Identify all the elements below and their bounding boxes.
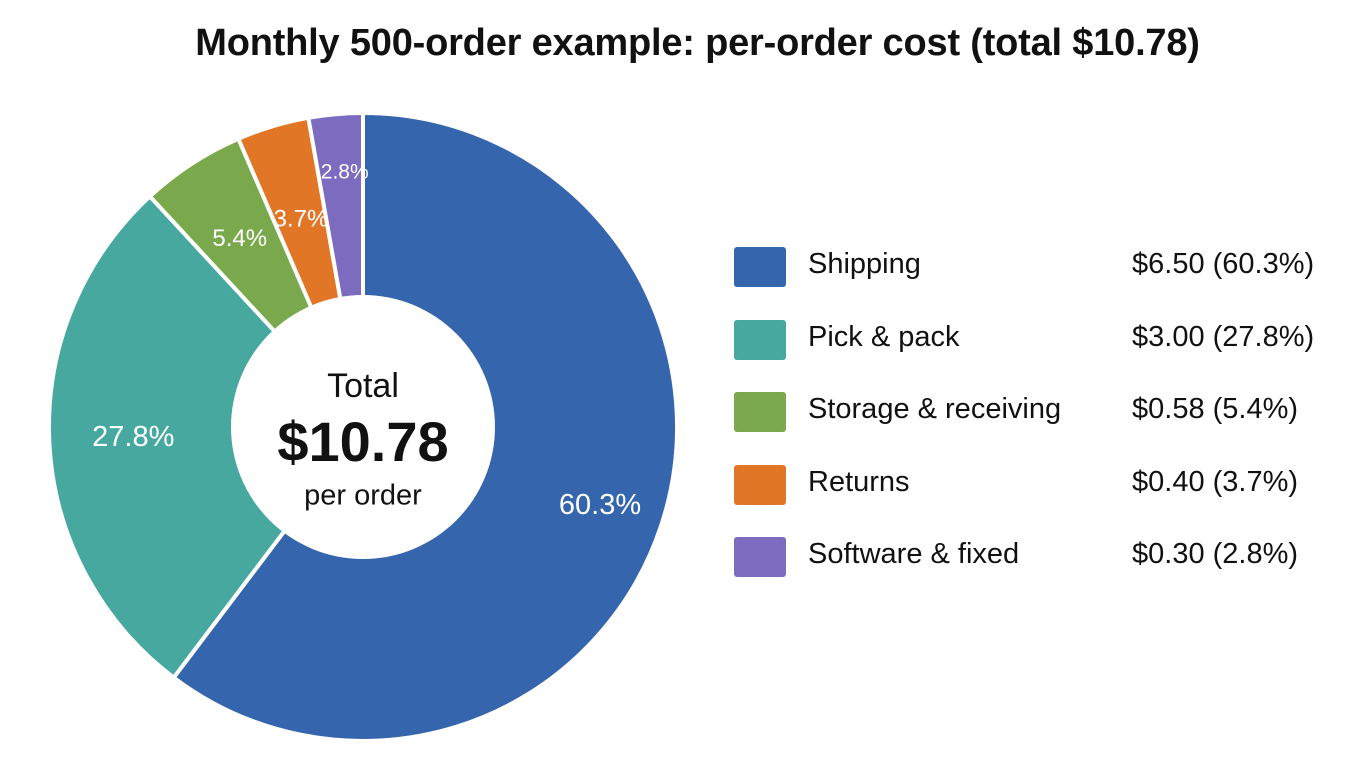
- legend-value: $0.58 (5.4%): [1132, 393, 1299, 425]
- center-label-total: Total: [327, 367, 399, 405]
- legend-value: $3.00 (27.8%): [1132, 320, 1315, 353]
- legend-swatch: [734, 464, 786, 505]
- legend-swatch: [734, 247, 786, 287]
- legend-swatch: [734, 392, 786, 432]
- slice-label-software-and-fixed: 2.8%: [321, 161, 369, 184]
- legend-item-returns: Returns $0.40 (3.7%): [734, 464, 1334, 537]
- legend-value: $6.50 (60.3%): [1132, 248, 1315, 280]
- legend-label: Pick & pack: [808, 320, 960, 353]
- legend-value: $0.40 (3.7%): [1132, 465, 1299, 498]
- legend-item-pick-and-pack: Pick & pack $3.00 (27.8%): [734, 319, 1334, 392]
- slice-label-shipping: 60.3%: [559, 489, 641, 521]
- legend: Shipping $6.50 (60.3%) Pick & pack $3.00 (2…: [734, 246, 1334, 609]
- legend-item-storage-and-receiving: Storage & receiving $0.58 (5.4%): [734, 391, 1334, 464]
- legend-swatch: [734, 319, 786, 360]
- slice-label-returns: 3.7%: [274, 205, 329, 232]
- pie-slice-pick-and-pack: [47, 194, 365, 680]
- chart-title: Monthly 500-order example: per-order cos…: [195, 22, 1200, 64]
- center-label-per-order: per order: [304, 480, 422, 512]
- legend-value: $0.30 (2.8%): [1132, 538, 1299, 570]
- legend-label: Shipping: [808, 248, 921, 280]
- legend-swatch: [734, 537, 786, 577]
- legend-item-software-and-fixed: Software & fixed $0.30 (2.8%): [734, 536, 1334, 609]
- legend-label: Returns: [808, 465, 910, 498]
- slice-label-pick-and-pack: 27.8%: [92, 421, 174, 453]
- legend-label: Storage & receiving: [808, 393, 1062, 425]
- legend-label: Software & fixed: [808, 538, 1020, 570]
- slice-label-storage-and-receiving: 5.4%: [212, 225, 267, 252]
- slice-labels: 60.3% 27.8% 5.4% 3.7% 2.8%: [92, 161, 641, 522]
- donut-hole: [231, 295, 495, 559]
- legend-item-shipping: Shipping $6.50 (60.3%): [734, 246, 1334, 319]
- center-total-value: $10.78: [277, 410, 448, 473]
